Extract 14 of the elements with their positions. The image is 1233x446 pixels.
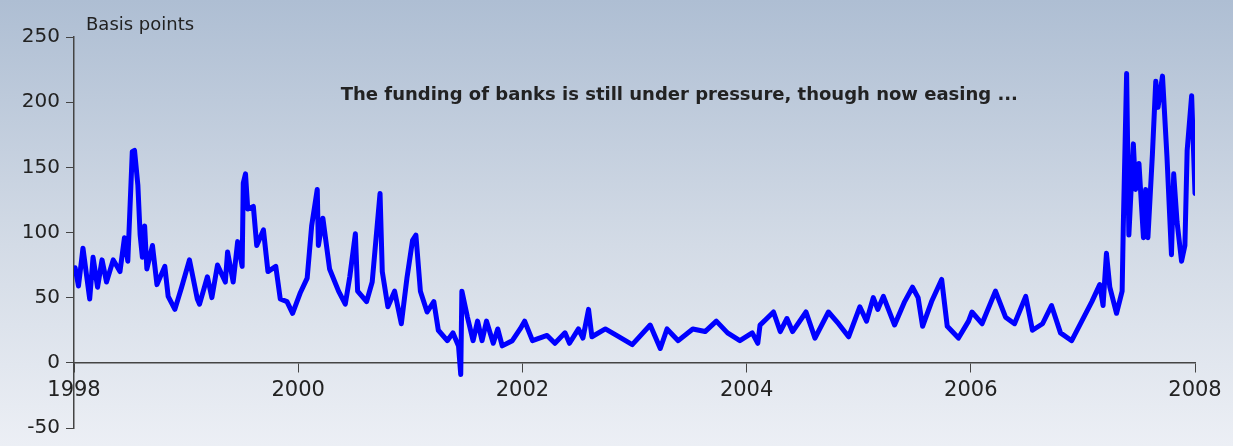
x-tick-label: 2006 — [944, 376, 998, 401]
y-tick-label: 0 — [47, 349, 60, 374]
y-tick-label: 250 — [21, 23, 60, 48]
y-tick-label: -50 — [27, 414, 60, 439]
y-tick-label: 50 — [34, 283, 60, 308]
x-tick-label: 2000 — [271, 376, 325, 401]
annotation: The funding of banks is still under pressure, though now easing ... — [340, 82, 1018, 104]
y-axis-title: Basis points — [86, 12, 195, 34]
x-tick-label: 2004 — [719, 376, 774, 401]
y-tick-label: 100 — [21, 218, 60, 243]
y-tick-label: 200 — [21, 88, 60, 113]
x-tick-label: 2008 — [1168, 376, 1222, 401]
x-tick-label: 2002 — [495, 376, 550, 401]
y-tick-label: 150 — [21, 153, 60, 178]
